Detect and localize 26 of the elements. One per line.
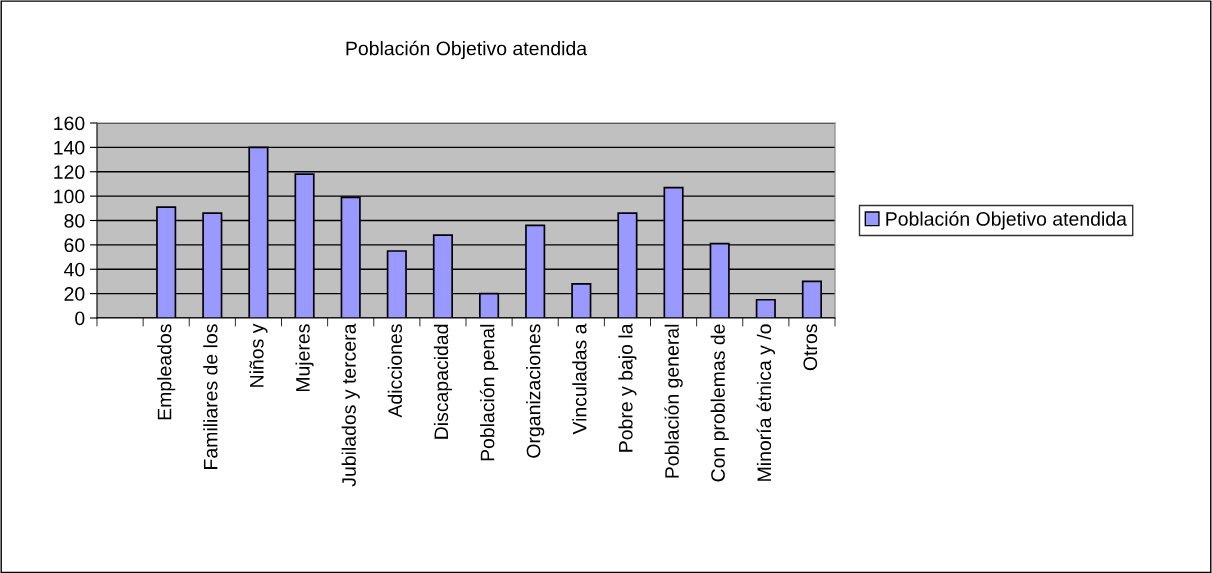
y-tick-label: 0 — [75, 311, 85, 326]
y-tick-label: 160 — [54, 116, 85, 131]
x-tick-label: Vinculadas a — [572, 323, 587, 435]
y-tick-label: 40 — [64, 262, 85, 277]
x-tick-label: Con problemas de — [710, 324, 729, 482]
y-tick-label: 120 — [54, 165, 85, 179]
x-tick-label: Discapacidad — [433, 324, 452, 439]
x-tick-label: Organizaciones — [526, 324, 545, 458]
legend-label: Población Objetivo atendida — [886, 211, 1127, 230]
x-tick-label: Jubilados y tercera — [341, 323, 360, 487]
y-tick-label: 100 — [54, 189, 85, 204]
x-tick-label: Población general — [664, 324, 683, 478]
chart-title: Población Objetivo atendida — [346, 40, 588, 60]
x-tick-label: Población penal — [479, 324, 499, 461]
x-tick-label: Familiares de los — [203, 324, 218, 469]
x-tick-label: Niños y — [249, 323, 268, 387]
x-tick-label: Minoría étnica y /o — [756, 324, 775, 481]
x-tick-label: Empleados — [157, 324, 176, 420]
x-tick-label: Otros — [803, 324, 818, 371]
y-tick-label: 20 — [64, 287, 85, 301]
x-tick-label: Pobre y bajo la — [618, 323, 637, 452]
y-tick-label: 140 — [54, 140, 85, 155]
y-tick-label: 60 — [64, 238, 85, 253]
y-tick-label: 80 — [64, 213, 85, 228]
x-tick-label: Mujeres — [295, 324, 314, 392]
x-tick-label: Adicciones — [387, 324, 403, 418]
